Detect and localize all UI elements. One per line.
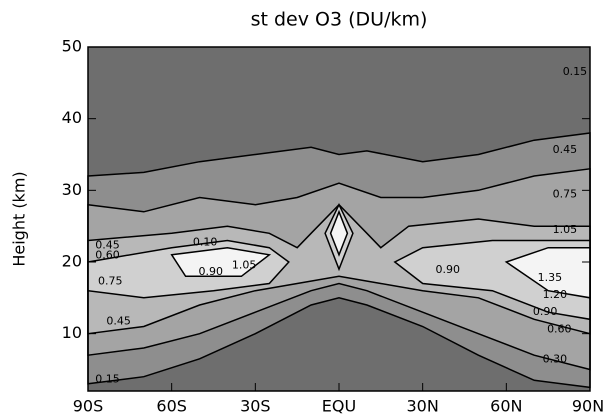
x-tick-label: EQU [322,397,356,416]
contour-label: 0.15 [95,373,120,386]
contour-label: 1.05 [553,223,578,236]
contour-label: 0.45 [106,314,131,327]
contour-label: 0.30 [543,352,568,365]
contour-label: 0.90 [533,305,558,318]
y-tick-label: 10 [62,323,82,342]
contour [170,246,272,278]
contour-label: 0.60 [95,249,120,262]
x-tick-label: 90N [572,397,604,416]
contour-label: 0.75 [98,274,123,287]
y-tick-label: 20 [62,252,82,271]
contour-label: 1.35 [538,271,563,284]
x-tick-label: 30N [407,397,439,416]
y-axis-label: Height (km) [10,171,29,266]
contour-label: 0.10 [193,236,218,249]
contour-label: 1.20 [543,288,568,301]
x-tick-label: 30S [240,397,271,416]
y-tick-label: 40 [62,108,82,127]
contour-label: 0.75 [553,188,578,201]
contour [329,209,349,257]
contour-label: 0.15 [563,65,588,78]
contour-label: 0.45 [553,143,578,156]
contour-label: 0.45 [95,239,120,252]
x-tick-label: 90S [73,397,104,416]
contour-label: 0.90 [436,263,461,276]
contour-label: 1.05 [232,259,257,272]
chart-title: st dev O3 (DU/km) [251,9,428,31]
y-tick-label: 30 [62,180,82,199]
y-tick-label: 50 [62,37,82,56]
x-tick-label: 60N [490,397,522,416]
x-tick-label: 60S [156,397,187,416]
contour-label: 0.90 [198,265,223,278]
contour-label: 0.60 [547,322,572,335]
